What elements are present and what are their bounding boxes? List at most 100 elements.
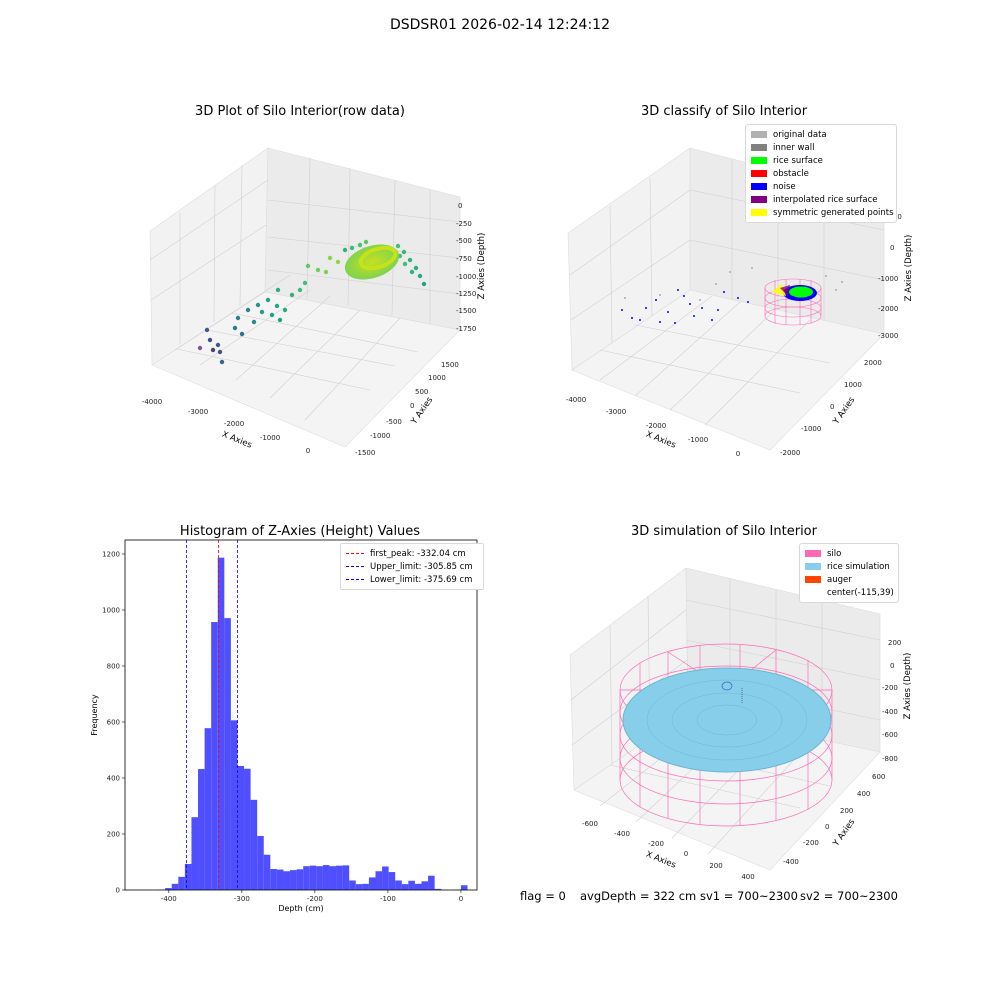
p2-ytick: 1000 <box>844 381 862 389</box>
legend-label: symmetric generated points <box>773 207 894 218</box>
p4-ztick: -400 <box>882 708 898 716</box>
hist-ytick-label: 1200 <box>102 551 120 559</box>
hist-bar <box>395 880 402 890</box>
footer-sv2: sv2 = 700~2300 <box>800 889 898 903</box>
panel2-noise-points <box>621 289 749 324</box>
p1-zlabel: Z Axies (Depth) <box>477 233 487 300</box>
p1-xtick: 0 <box>306 447 310 455</box>
hist-xtick-label: -300 <box>234 895 250 903</box>
p1-ytick: -1000 <box>370 432 390 440</box>
hist-ylabel: Frequency <box>90 694 99 736</box>
p4-ztick: -200 <box>882 684 898 692</box>
p4-ytick: 600 <box>872 773 885 781</box>
p1-ztick: -500 <box>456 237 472 245</box>
p4-ytick: -200 <box>803 839 819 847</box>
p2-xtick: -4000 <box>566 396 586 404</box>
hist-bar <box>388 872 396 890</box>
hist-bar <box>171 883 179 890</box>
hist-bar <box>375 871 383 890</box>
hist-frame <box>124 539 478 891</box>
legend-swatch <box>751 170 767 177</box>
legend-swatch <box>751 183 767 190</box>
p1-ztick: -1250 <box>456 290 476 298</box>
legend-label: original data <box>773 129 827 140</box>
hist-bar <box>303 866 310 890</box>
legend-swatch <box>751 209 767 216</box>
p2-xtick: -2000 <box>646 422 666 430</box>
legend-item: rice simulation <box>805 560 893 573</box>
p4-zlabel: Z Axies (Depth) <box>903 653 913 720</box>
hist-bar <box>322 865 330 890</box>
p2-ztick: 0 <box>890 244 894 252</box>
hist-bar <box>230 720 238 890</box>
legend-swatch <box>751 196 767 203</box>
legend-label: first_peak: -332.04 cm <box>370 548 466 559</box>
hist-ytick-label: 1000 <box>102 607 120 615</box>
hist-ytick-label: 800 <box>107 663 120 671</box>
hist-bar <box>336 865 343 890</box>
panel1-ticks: -4000 -3000 -2000 -1000 0 -1500 -1000 -5… <box>142 202 477 457</box>
hist-xtick-label: -200 <box>307 895 323 903</box>
hist-xlabel: Depth (cm) <box>278 904 323 913</box>
p1-ytick: 1500 <box>441 361 459 369</box>
p1-ytick: 0 <box>410 402 414 410</box>
panel2-symmetric-points <box>772 284 786 296</box>
p2-ztick: -2000 <box>878 305 898 313</box>
legend-item: first_peak: -332.04 cm <box>346 547 478 560</box>
p2-zlabel: Z Axies (Depth) <box>904 235 914 302</box>
panel2-rice-surface <box>789 286 813 298</box>
hist-bar <box>244 768 251 890</box>
legend-label: Lower_limit: -375.69 cm <box>370 574 473 585</box>
hist-bar <box>276 869 284 890</box>
hist-bar <box>434 888 442 890</box>
p1-ztick: -1500 <box>456 307 476 315</box>
hist-bar <box>250 799 258 890</box>
legend-item: interpolated rice surface <box>751 193 891 206</box>
legend-item: inner wall <box>751 141 891 154</box>
hist-bar <box>329 866 337 890</box>
legend-line-swatch <box>346 579 364 580</box>
p2-ztick: -1000 <box>878 275 898 283</box>
p1-xtick: -2000 <box>224 420 244 428</box>
hist-ytick-label: 600 <box>107 719 120 727</box>
p1-ztick: -1000 <box>456 273 476 281</box>
legend-swatch <box>751 144 767 151</box>
footer-flag: flag = 0 <box>520 889 566 903</box>
hist-bar <box>178 876 185 890</box>
hist-bar <box>414 883 422 890</box>
hist-bar <box>408 880 415 890</box>
hist-ytick-label: 200 <box>107 831 120 839</box>
legend-line-swatch <box>346 566 364 567</box>
hist-bar <box>382 866 389 890</box>
legend-swatch <box>751 131 767 138</box>
panel1-grid <box>149 157 461 421</box>
p2-ytick: -1000 <box>801 425 821 433</box>
hist-xtick-label: -400 <box>161 895 177 903</box>
legend-label: silo <box>827 548 842 559</box>
p2-ytick: 0 <box>830 403 834 411</box>
p4-xlabel: X Axies <box>644 850 677 871</box>
p1-ztick: -250 <box>456 220 472 228</box>
legend-swatch <box>805 576 821 583</box>
hist-bar <box>257 835 264 890</box>
legend-label: inner wall <box>773 142 815 153</box>
legend-item: silo <box>805 547 893 560</box>
legend-swatch <box>805 563 821 570</box>
hist-bar <box>421 881 429 890</box>
p4-xtick: -200 <box>648 840 664 848</box>
panel4-rice-simulation <box>622 667 832 773</box>
legend-item: Upper_limit: -305.85 cm <box>346 560 478 573</box>
p1-ztick: 0 <box>458 202 462 210</box>
p4-xtick: 0 <box>684 850 688 858</box>
panel4-title: 3D simulation of Silo Interior <box>631 524 817 539</box>
hist-bar <box>263 854 271 890</box>
p1-ytick: -1500 <box>355 449 375 457</box>
legend-item: auger <box>805 573 893 586</box>
hist-bar <box>191 817 199 890</box>
p1-ztick: -750 <box>456 255 472 263</box>
hist-bar <box>184 863 192 890</box>
panel2-legend: original data inner wall rice surface obsta… <box>745 124 897 223</box>
